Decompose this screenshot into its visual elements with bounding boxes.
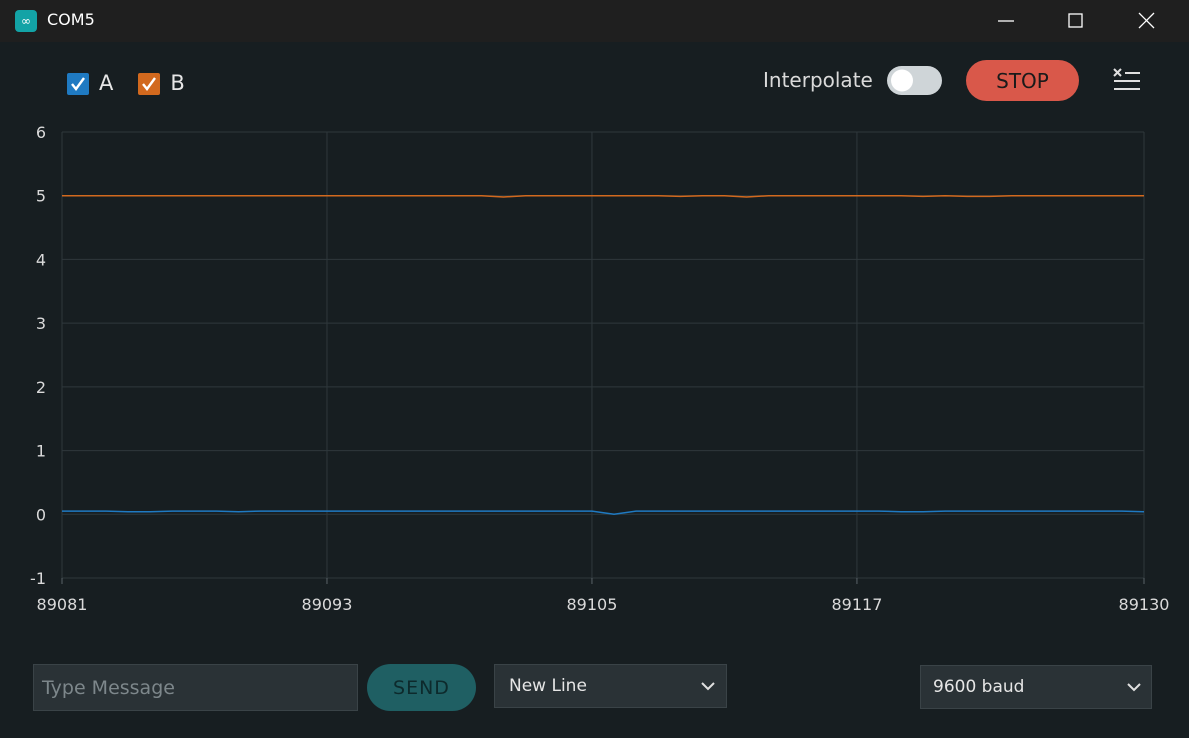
y-tick-label: 6 — [36, 123, 46, 142]
x-tick-label: 89117 — [831, 595, 882, 614]
legend-item[interactable]: B — [137, 70, 185, 96]
message-input[interactable]: Type Message — [33, 664, 358, 711]
interpolate-toggle[interactable] — [886, 65, 943, 96]
y-tick-label: 1 — [36, 442, 46, 461]
checkbox-fill — [67, 73, 89, 95]
checkmark — [71, 77, 85, 91]
legend-checkbox[interactable] — [137, 70, 161, 96]
checkmark — [142, 77, 157, 91]
baud-select[interactable]: 9600 baud — [920, 665, 1152, 709]
y-tick-label: 4 — [36, 250, 46, 269]
x-tick-label: 89093 — [302, 595, 353, 614]
series-line — [62, 194, 1144, 198]
checkbox-fill — [138, 73, 161, 95]
line-ending-select[interactable]: New Line — [494, 664, 727, 708]
window-title: COM5 — [47, 10, 95, 29]
line-ending: New Line — [509, 676, 587, 696]
send-button[interactable]: SEND — [367, 664, 476, 711]
x-tick-label: 89130 — [1119, 595, 1170, 614]
legend-checkbox[interactable] — [66, 70, 90, 96]
plot: -1 0 1 2 3 4 5 6 89081 89093 89105 89117 89130 — [30, 123, 1170, 614]
y-tick-label: 2 — [36, 378, 46, 397]
series-line — [62, 510, 1145, 516]
app-icon: ∞ — [15, 10, 37, 32]
legend-label: A — [99, 71, 114, 95]
clear-button[interactable] — [1112, 66, 1142, 94]
svg-text:∞: ∞ — [21, 14, 31, 28]
interpolate-label: Interpolate — [763, 68, 873, 92]
stop-button[interactable]: STOP — [966, 60, 1079, 101]
y-tick-label: 3 — [36, 314, 46, 333]
dropdown-arrow — [701, 682, 715, 691]
y-tick-label: 0 — [36, 505, 46, 524]
legend-label: B — [170, 71, 185, 95]
y-tick-label: -1 — [30, 569, 46, 588]
window-controls[interactable] — [990, 8, 1170, 34]
baud-rate: 9600 baud — [933, 677, 1025, 697]
y-tick-label: 5 — [36, 187, 46, 206]
legend-item[interactable]: A — [66, 70, 113, 96]
x-tick-label: 89081 — [37, 595, 88, 614]
x-tick-label: 89105 — [567, 595, 618, 614]
title-bar: ∞ COM5 — [0, 0, 1189, 42]
dropdown-arrow — [1127, 683, 1141, 692]
